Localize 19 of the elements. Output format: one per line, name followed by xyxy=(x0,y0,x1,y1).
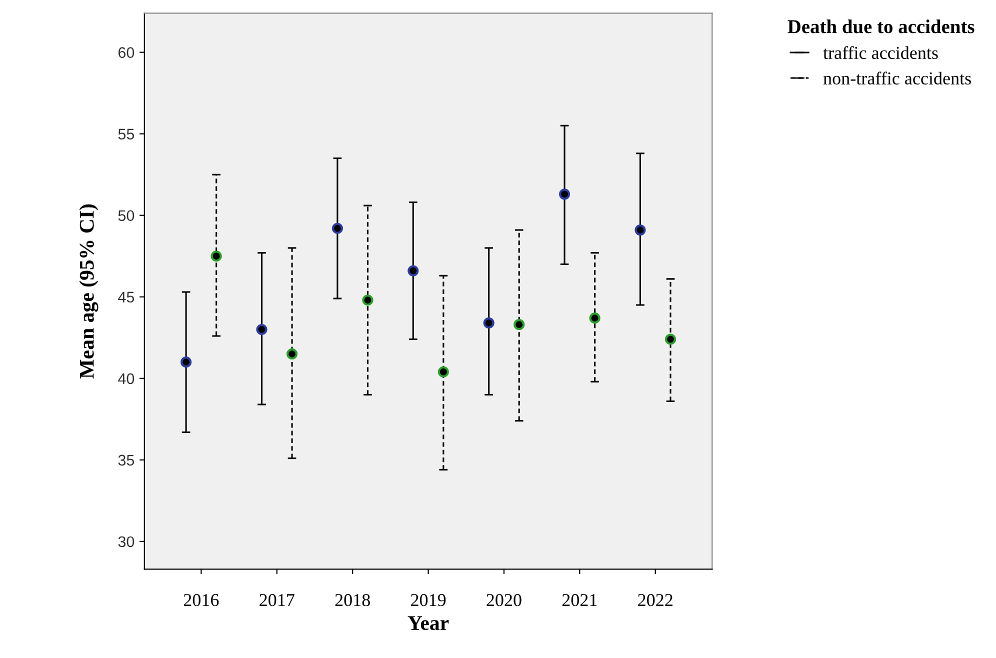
y-tick-label: 60 xyxy=(118,47,134,58)
y-tick-label: 55 xyxy=(118,128,134,140)
x-tick-label: 2020 xyxy=(486,594,522,606)
y-tick-label: 50 xyxy=(118,210,134,222)
y-tick-label: 35 xyxy=(118,454,134,466)
x-axis-title: Year xyxy=(408,616,449,630)
x-tick-label: 2022 xyxy=(638,594,672,606)
x-tick-label: 2019 xyxy=(411,594,446,606)
y-tick-label: 40 xyxy=(118,373,134,384)
legend-title: Death due to accidents xyxy=(788,20,974,34)
y-tick-label: 45 xyxy=(118,292,134,303)
legend-label: traffic accidents xyxy=(823,46,938,60)
x-tick-label: 2017 xyxy=(260,594,294,606)
x-tick-label: 2018 xyxy=(335,594,370,606)
y-axis-title: Mean age (95% CI) xyxy=(79,204,98,378)
x-tick-label: 2016 xyxy=(184,594,219,606)
legend-label: non-traffic accidents xyxy=(823,72,971,85)
y-tick-label: 30 xyxy=(118,536,134,548)
x-tick-label: 2021 xyxy=(562,594,597,606)
